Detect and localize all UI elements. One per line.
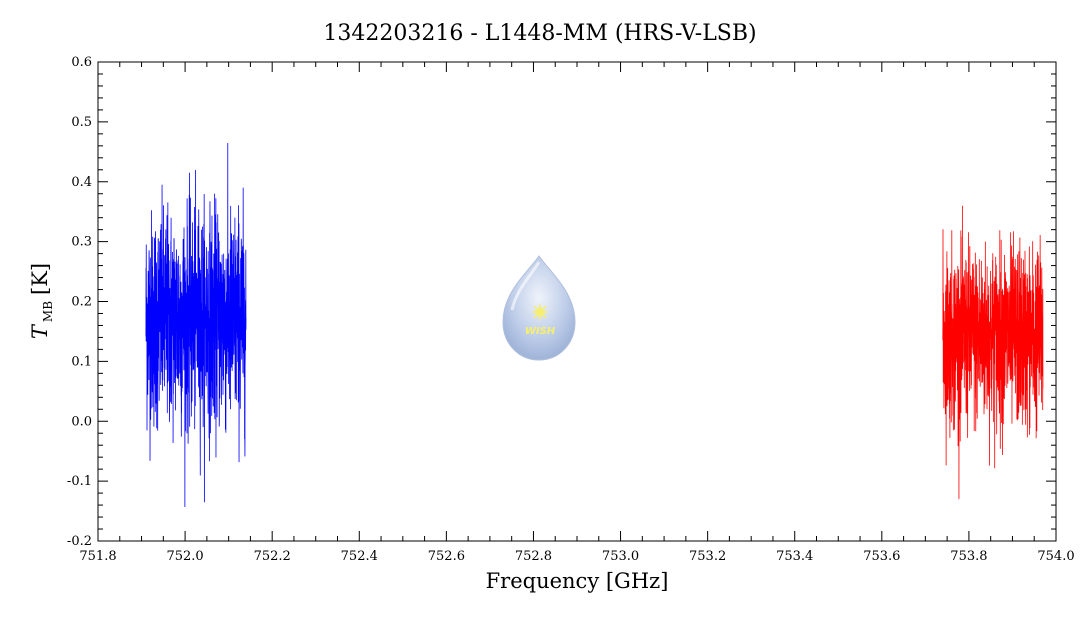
svg-text:TMB[K]: TMB [K] <box>28 263 55 339</box>
wish-logo-text: WISH <box>525 326 556 337</box>
y-tick-labels: -0.2 -0.1 0.0 0.1 0.2 0.3 0.4 0.5 0.6 <box>67 55 92 549</box>
x-tick-label: 752.0 <box>166 549 203 564</box>
series-layer <box>145 142 1044 508</box>
y-tick-label: 0.3 <box>71 235 92 250</box>
y-tick-label: -0.1 <box>67 474 92 489</box>
x-tick-label: 754.0 <box>1037 549 1074 564</box>
y-axis-label-main: T <box>28 323 52 339</box>
y-tick-label: 0.0 <box>71 414 92 429</box>
y-tick-label: 0.5 <box>71 115 92 130</box>
wish-logo: WISH <box>502 255 576 361</box>
y-tick-label: 0.2 <box>71 295 92 310</box>
x-tick-label: 752.2 <box>254 549 291 564</box>
x-axis-label: Frequency [GHz] <box>486 569 669 593</box>
star-icon <box>531 303 549 321</box>
x-tick-label: 753.2 <box>689 549 726 564</box>
y-tick-label: 0.6 <box>71 55 92 70</box>
ticks-layer <box>97 61 1057 542</box>
x-tick-label: 753.4 <box>776 549 813 564</box>
chart-title: 1342203216 - L1448-MM (HRS-V-LSB) <box>323 21 756 46</box>
x-tick-label: 752.6 <box>428 549 465 564</box>
spectrum-series-1 <box>942 205 1044 500</box>
y-axis-label-unit: [K] <box>28 263 52 295</box>
x-tick-label: 753.8 <box>950 549 987 564</box>
y-axis-label: TMB [K] <box>28 263 55 339</box>
y-tick-label: 0.1 <box>71 354 92 369</box>
x-tick-label: 752.4 <box>341 549 378 564</box>
x-tick-label: 753.6 <box>863 549 900 564</box>
y-axis-label-sub: MB <box>41 301 55 322</box>
x-tick-label: 751.8 <box>79 549 116 564</box>
y-tick-label: -0.2 <box>67 534 92 549</box>
x-tick-labels: 751.8 752.0 752.2 752.4 752.6 752.8 753.0 753.2… <box>79 549 1074 564</box>
spectrum-series-0 <box>145 142 247 508</box>
x-tick-label: 753.0 <box>602 549 639 564</box>
x-tick-label: 752.8 <box>515 549 552 564</box>
y-tick-label: 0.4 <box>71 175 92 190</box>
